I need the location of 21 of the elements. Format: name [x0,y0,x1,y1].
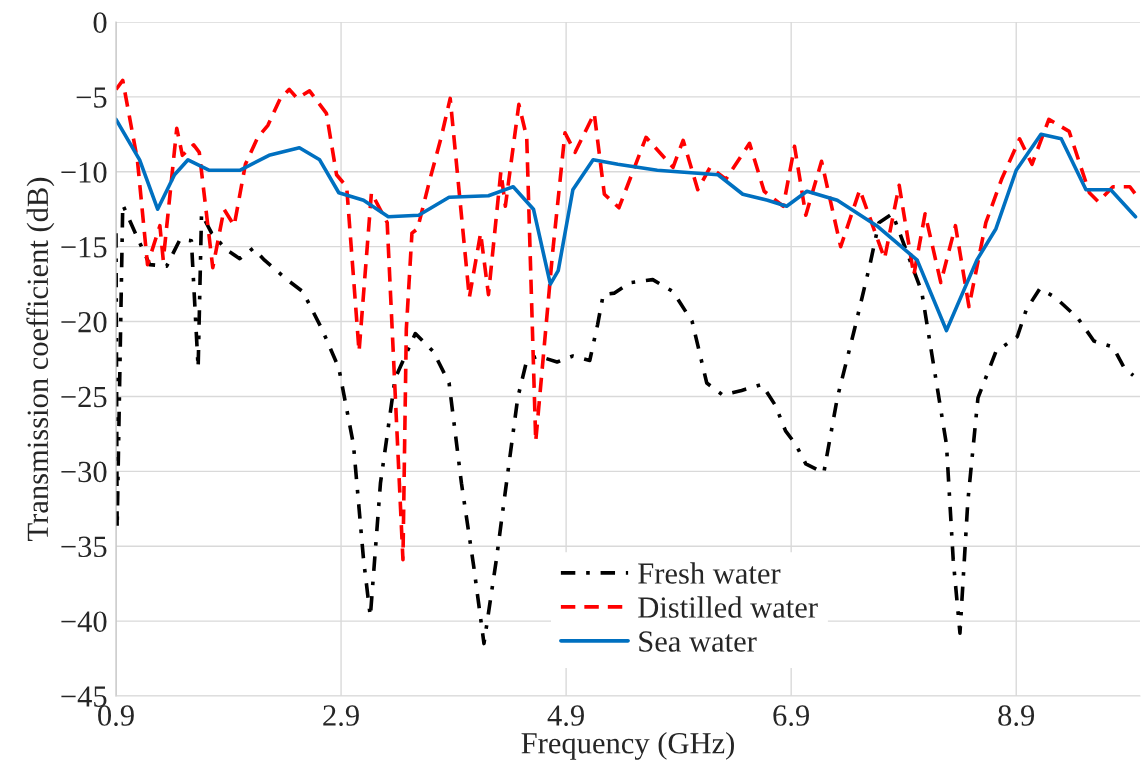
y-tick-label: −10 [61,162,107,183]
y-tick-label: −5 [76,87,107,108]
x-axis-title: Frequency (GHz) [521,732,734,760]
legend-label: Sea water [639,631,757,652]
legend-label: Fresh water [638,562,781,584]
y-tick-label: −20 [61,311,107,333]
x-tick-label: 4.9 [547,705,584,726]
y-tick-label: −25 [61,386,107,408]
y-axis-title: Transmission coefficient (dB) [26,177,55,541]
x-tick-label: 8.9 [998,705,1035,726]
y-tick-label: −45 [61,686,107,707]
y-tick-label: −30 [61,461,107,483]
x-tick-label: 6.9 [773,705,810,726]
y-tick-label: −40 [61,611,107,633]
x-tick-label: 2.9 [323,705,359,726]
y-tick-label: −35 [61,536,107,558]
y-tick-label: −15 [61,237,107,258]
x-tick-label: 0.9 [98,705,134,726]
line-series [116,117,1138,333]
y-tick-label: 0 [93,12,107,33]
legend-label: Distilled water [638,596,818,618]
